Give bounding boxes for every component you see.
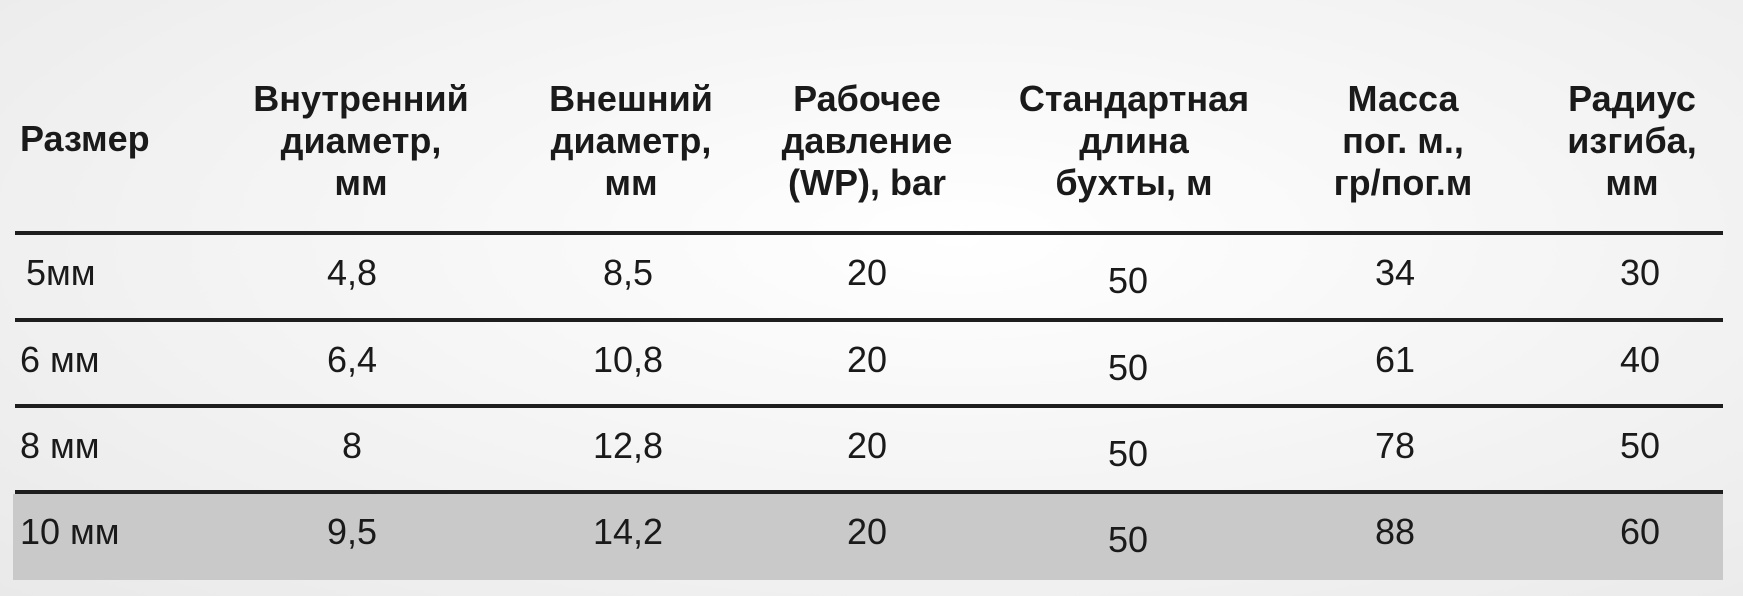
table-cell: 30	[1619, 252, 1661, 293]
table-cell: 34	[1374, 252, 1416, 293]
table-cell: 10,8	[592, 339, 664, 380]
table-cell: 6 мм	[20, 339, 100, 380]
column-header: Внутренний диаметр, мм	[253, 78, 469, 203]
table-cell: 14,2	[592, 511, 664, 552]
table-cell: 50	[1107, 347, 1149, 388]
column-header: Стандартная длина бухты, м	[1018, 78, 1250, 203]
table-cell: 8	[341, 425, 363, 466]
column-header: Рабочее давление (WP), bar	[781, 78, 953, 203]
column-header: Размер	[20, 118, 150, 159]
table-cell: 50	[1107, 433, 1149, 474]
table-cell: 8 мм	[20, 425, 100, 466]
table-cell: 60	[1619, 511, 1661, 552]
column-header: Внешний диаметр, мм	[549, 78, 713, 203]
table-cell: 78	[1374, 425, 1416, 466]
row-divider	[15, 318, 1723, 322]
table-cell: 6,4	[326, 339, 378, 380]
column-header: Радиус изгиба, мм	[1567, 78, 1697, 203]
table-cell: 20	[846, 425, 888, 466]
table-cell: 50	[1107, 519, 1149, 560]
table-cell: 50	[1107, 260, 1149, 301]
table-cell: 20	[846, 339, 888, 380]
table-cell: 40	[1619, 339, 1661, 380]
table-cell: 88	[1374, 511, 1416, 552]
table-cell: 61	[1374, 339, 1416, 380]
table-cell: 20	[846, 252, 888, 293]
table-cell: 20	[846, 511, 888, 552]
row-divider	[15, 231, 1723, 235]
table-cell: 12,8	[592, 425, 664, 466]
column-header: Масса пог. м., гр/пог.м	[1333, 78, 1473, 203]
table-cell: 4,8	[326, 252, 378, 293]
table-cell: 8,5	[602, 252, 654, 293]
highlighted-row-background	[13, 494, 1723, 580]
row-divider	[15, 490, 1723, 494]
table-cell: 10 мм	[20, 511, 120, 552]
row-divider	[15, 404, 1723, 408]
table-cell: 9,5	[326, 511, 378, 552]
table-cell: 50	[1619, 425, 1661, 466]
table-cell: 5мм	[26, 252, 96, 293]
